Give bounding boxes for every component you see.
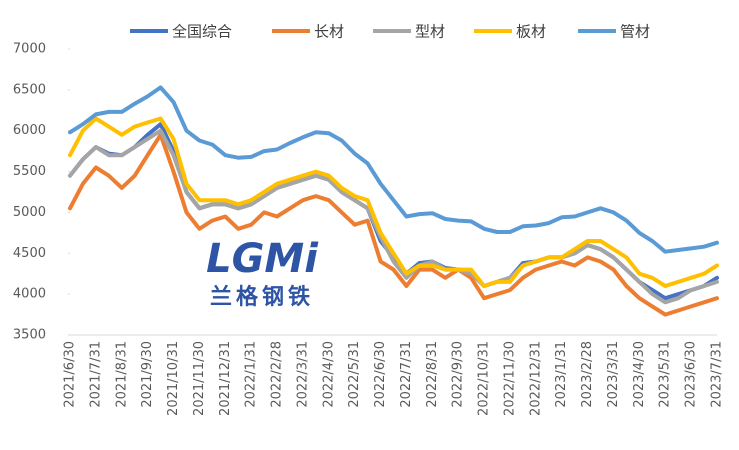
x-tick-label: 2022/11/30 xyxy=(502,341,517,416)
x-tick-label: 2021/12/31 xyxy=(218,341,233,416)
x-tick-label: 2021/6/30 xyxy=(63,341,78,408)
y-tick-label: 3500 xyxy=(13,328,46,343)
x-tick-label: 2023/4/30 xyxy=(632,341,647,408)
y-tick-label: 5500 xyxy=(13,164,46,179)
x-tick-label: 2023/7/31 xyxy=(710,341,725,408)
logo-mark: LGMi xyxy=(206,236,319,282)
x-tick-label: 2022/2/28 xyxy=(270,341,285,408)
x-tick-label: 2021/9/30 xyxy=(140,341,155,408)
x-tick-label: 2021/8/31 xyxy=(114,341,129,408)
series-line xyxy=(68,132,719,317)
x-tick-label: 2023/6/30 xyxy=(684,341,699,408)
x-tick-label: 2023/5/31 xyxy=(658,341,673,408)
x-tick-label: 2023/3/31 xyxy=(606,341,621,408)
x-tick-label: 2023/2/28 xyxy=(580,341,595,408)
x-tick-label: 2021/10/31 xyxy=(166,341,181,416)
series-line xyxy=(68,85,719,254)
x-tick-label: 2022/6/30 xyxy=(373,341,388,408)
x-tick-label: 2022/5/31 xyxy=(347,341,362,408)
y-tick-label: 6500 xyxy=(13,82,46,97)
y-tick-label: 5000 xyxy=(13,205,46,220)
y-tick-label: 4500 xyxy=(13,246,46,261)
x-tick-label: 2022/1/31 xyxy=(244,341,259,408)
y-tick-label: 6000 xyxy=(13,123,46,138)
x-tick-label: 2022/12/31 xyxy=(528,341,543,416)
x-tick-label: 2022/3/31 xyxy=(295,341,310,408)
x-tick-label: 2022/9/30 xyxy=(451,341,466,408)
series-line xyxy=(68,128,719,305)
legend-label: 管材 xyxy=(620,23,650,41)
series-line xyxy=(68,116,719,288)
y-tick-label: 4000 xyxy=(13,287,46,302)
x-tick-label: 2021/7/31 xyxy=(88,341,103,408)
legend-label: 全国综合 xyxy=(172,23,232,41)
logo-name: 兰格钢铁 xyxy=(210,284,314,310)
x-tick-label: 2021/11/30 xyxy=(192,341,207,416)
y-tick-label: 7000 xyxy=(13,42,46,57)
legend-label: 型材 xyxy=(415,23,445,41)
x-tick-label: 2022/8/31 xyxy=(425,341,440,408)
legend-label: 板材 xyxy=(516,23,546,41)
x-tick-label: 2022/7/31 xyxy=(399,341,414,408)
x-tick-label: 2023/1/31 xyxy=(554,341,569,408)
legend-label: 长材 xyxy=(314,23,344,41)
x-tick-label: 2022/10/31 xyxy=(477,341,492,416)
x-tick-label: 2022/4/30 xyxy=(321,341,336,408)
